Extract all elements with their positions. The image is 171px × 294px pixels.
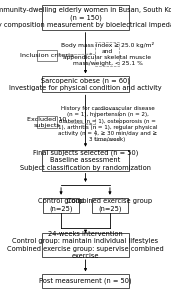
Text: History for cardiovascular disease
(n = 1), hypertension (n = 2),
diabetes (n = : History for cardiovascular disease (n = … <box>58 106 157 142</box>
FancyBboxPatch shape <box>42 5 129 30</box>
Text: Sarcopenic obese (n = 60)
Investigate for physical condition and activity: Sarcopenic obese (n = 60) Investigate fo… <box>9 77 162 91</box>
Text: Control group
(n=25): Control group (n=25) <box>38 198 84 212</box>
FancyBboxPatch shape <box>42 233 129 257</box>
Text: 24-weeks intervention
Control group: maintain individual lifestyles
Combined exe: 24-weeks intervention Control group: mai… <box>7 231 164 259</box>
Text: Body mass index ≥ 25.0 kg/m²
and
appendicular skeletal muscle
mass/weight, < 25.: Body mass index ≥ 25.0 kg/m² and appendi… <box>61 41 154 66</box>
FancyBboxPatch shape <box>37 116 57 128</box>
FancyBboxPatch shape <box>42 76 129 92</box>
Text: Combined exercise group
(n=25): Combined exercise group (n=25) <box>67 198 153 212</box>
FancyBboxPatch shape <box>95 109 119 140</box>
Text: Post measurement (n = 50): Post measurement (n = 50) <box>39 278 132 284</box>
FancyBboxPatch shape <box>42 150 129 171</box>
Text: Inclusion criteria: Inclusion criteria <box>20 53 74 58</box>
FancyBboxPatch shape <box>42 274 129 288</box>
Text: Community-dwelling elderly women in Busan, South Korea
(n = 150)
Body compositio: Community-dwelling elderly women in Busa… <box>0 7 171 28</box>
FancyBboxPatch shape <box>92 198 128 213</box>
FancyBboxPatch shape <box>95 42 119 66</box>
FancyBboxPatch shape <box>43 198 79 213</box>
FancyBboxPatch shape <box>37 50 57 61</box>
Text: Final subjects selected (n = 50)
Baseline assessment
Subject classification by r: Final subjects selected (n = 50) Baselin… <box>20 149 151 171</box>
Text: Excluded 10
subjects: Excluded 10 subjects <box>27 117 67 128</box>
